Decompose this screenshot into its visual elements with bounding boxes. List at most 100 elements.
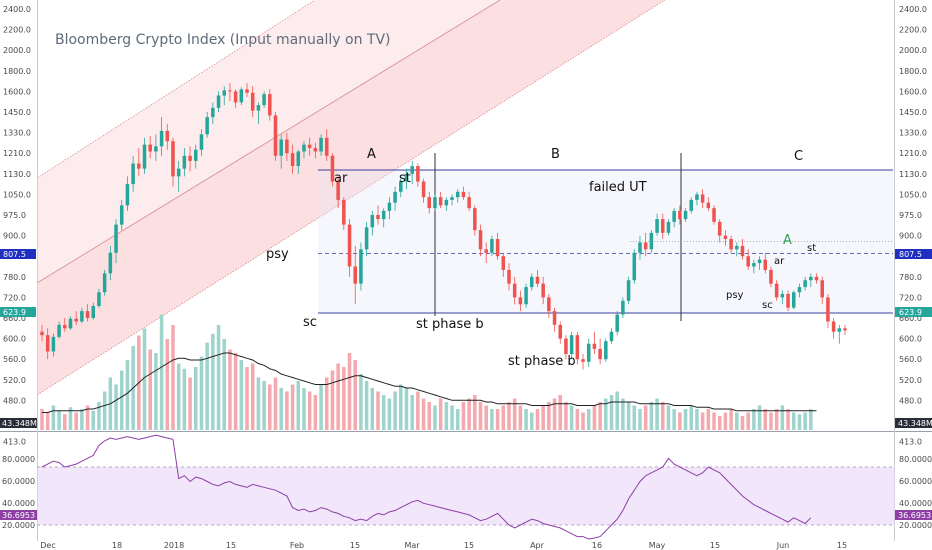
volume-bar bbox=[609, 395, 614, 430]
candle-body bbox=[176, 168, 181, 177]
price-tick-label: 2200.0 bbox=[899, 26, 927, 35]
volume-moving-average-line bbox=[42, 352, 817, 413]
annotation-phase-b: B bbox=[551, 147, 560, 162]
candle-body bbox=[324, 137, 329, 156]
volume-bar bbox=[638, 409, 642, 430]
volume-bar bbox=[706, 409, 711, 430]
candle-body bbox=[706, 202, 711, 209]
date-tick-label: 2018 bbox=[164, 541, 184, 550]
left-last-price-label: 623.9 bbox=[3, 308, 26, 317]
volume-bar bbox=[541, 405, 545, 430]
right-volume-badge bbox=[895, 418, 932, 428]
volume-bar bbox=[467, 398, 471, 430]
volume-bar bbox=[717, 416, 722, 430]
rsi-tick-label: 80.0000 bbox=[2, 455, 35, 464]
volume-bar bbox=[769, 412, 773, 430]
left-price-badge-green bbox=[0, 307, 36, 317]
candle-body bbox=[695, 194, 699, 200]
candle-body bbox=[182, 155, 187, 169]
volume-bar bbox=[154, 353, 158, 430]
annotation-ar-small: ar bbox=[774, 256, 785, 267]
candle-body bbox=[80, 311, 84, 322]
price-tick-label: 413.0 bbox=[899, 438, 922, 447]
volume-bar bbox=[68, 407, 73, 430]
candle-body bbox=[91, 305, 96, 318]
candle-body bbox=[307, 144, 312, 149]
candle-body bbox=[746, 256, 750, 267]
volume-bar bbox=[575, 409, 580, 430]
date-tick-label: Apr bbox=[530, 541, 545, 550]
left-volume-badge bbox=[0, 418, 37, 428]
volume-bar bbox=[176, 363, 181, 430]
candle-body bbox=[285, 139, 289, 154]
candle-body bbox=[376, 215, 380, 220]
annotation-phase-c: C bbox=[794, 149, 803, 164]
volume-bar bbox=[199, 356, 204, 430]
volume-bar bbox=[290, 384, 295, 430]
volume-bar bbox=[182, 368, 187, 430]
volume-bar bbox=[194, 367, 198, 430]
candle-body bbox=[740, 245, 745, 257]
candle-body bbox=[780, 293, 785, 298]
volume-bar bbox=[621, 398, 625, 430]
volume-bar bbox=[615, 391, 619, 430]
date-tick-label: Jun bbox=[776, 541, 790, 550]
candle-body bbox=[387, 202, 392, 211]
price-tick-label: 600.0 bbox=[899, 335, 922, 344]
candle-body bbox=[262, 94, 266, 106]
volume-bar bbox=[342, 367, 346, 430]
volume-bar bbox=[774, 409, 779, 430]
volume-bar bbox=[797, 414, 802, 430]
volume-bar bbox=[444, 402, 449, 430]
rsi-tick-label: 40.0000 bbox=[899, 499, 932, 508]
volume-bar bbox=[296, 381, 301, 430]
volume-bar bbox=[216, 325, 221, 430]
candle-body bbox=[455, 191, 460, 198]
volume-bar bbox=[803, 412, 807, 430]
right-rsi-label: 36.6953 bbox=[898, 511, 931, 520]
price-tick-label: 600.0 bbox=[3, 335, 26, 344]
candle-body bbox=[774, 283, 779, 298]
volume-bar bbox=[410, 395, 414, 430]
volume-bar bbox=[268, 384, 272, 430]
candle-body bbox=[194, 149, 198, 161]
price-tick-label: 2200.0 bbox=[3, 26, 31, 35]
volume-bar bbox=[598, 402, 602, 430]
volume-bar bbox=[581, 412, 585, 430]
candle-body bbox=[330, 155, 335, 182]
volume-bar bbox=[729, 409, 733, 430]
right-psy-level-label: 807.5 bbox=[899, 250, 922, 259]
annotation-ar: ar bbox=[334, 171, 348, 186]
candle-body bbox=[586, 343, 591, 362]
price-tick-label: 660.0 bbox=[899, 314, 922, 323]
price-tick-label: 660.0 bbox=[3, 314, 26, 323]
annotation-phase-a: A bbox=[367, 147, 376, 162]
annotation-failed-ut: failed UT bbox=[589, 180, 647, 195]
volume-bar bbox=[336, 363, 340, 430]
candle-body bbox=[233, 91, 238, 103]
price-tick-label: 1450.0 bbox=[899, 108, 927, 117]
candle-body bbox=[211, 107, 215, 118]
candle-body bbox=[552, 311, 557, 325]
volume-bar bbox=[353, 360, 357, 430]
left-rsi-label: 36.6953 bbox=[2, 511, 35, 520]
volume-bar bbox=[660, 402, 665, 430]
price-tick-label: 2400.0 bbox=[3, 5, 31, 14]
candle-body bbox=[729, 239, 733, 250]
candle-body bbox=[820, 280, 824, 298]
volume-bar bbox=[678, 412, 682, 430]
volume-bar bbox=[427, 402, 432, 430]
regression-channel bbox=[36, 0, 666, 396]
right-last-price-label: 623.9 bbox=[899, 308, 922, 317]
price-tick-label: 975.0 bbox=[899, 211, 922, 220]
price-tick-label: 2400.0 bbox=[899, 5, 927, 14]
candle-body bbox=[438, 197, 443, 206]
candle-body bbox=[814, 276, 819, 281]
candle-body bbox=[188, 155, 192, 161]
candle-body bbox=[444, 199, 449, 206]
volume-bar bbox=[450, 405, 454, 430]
price-tick-label: 480.0 bbox=[899, 396, 922, 405]
candle-body bbox=[159, 130, 164, 147]
rsi-tick-label: 20.0000 bbox=[899, 521, 932, 530]
